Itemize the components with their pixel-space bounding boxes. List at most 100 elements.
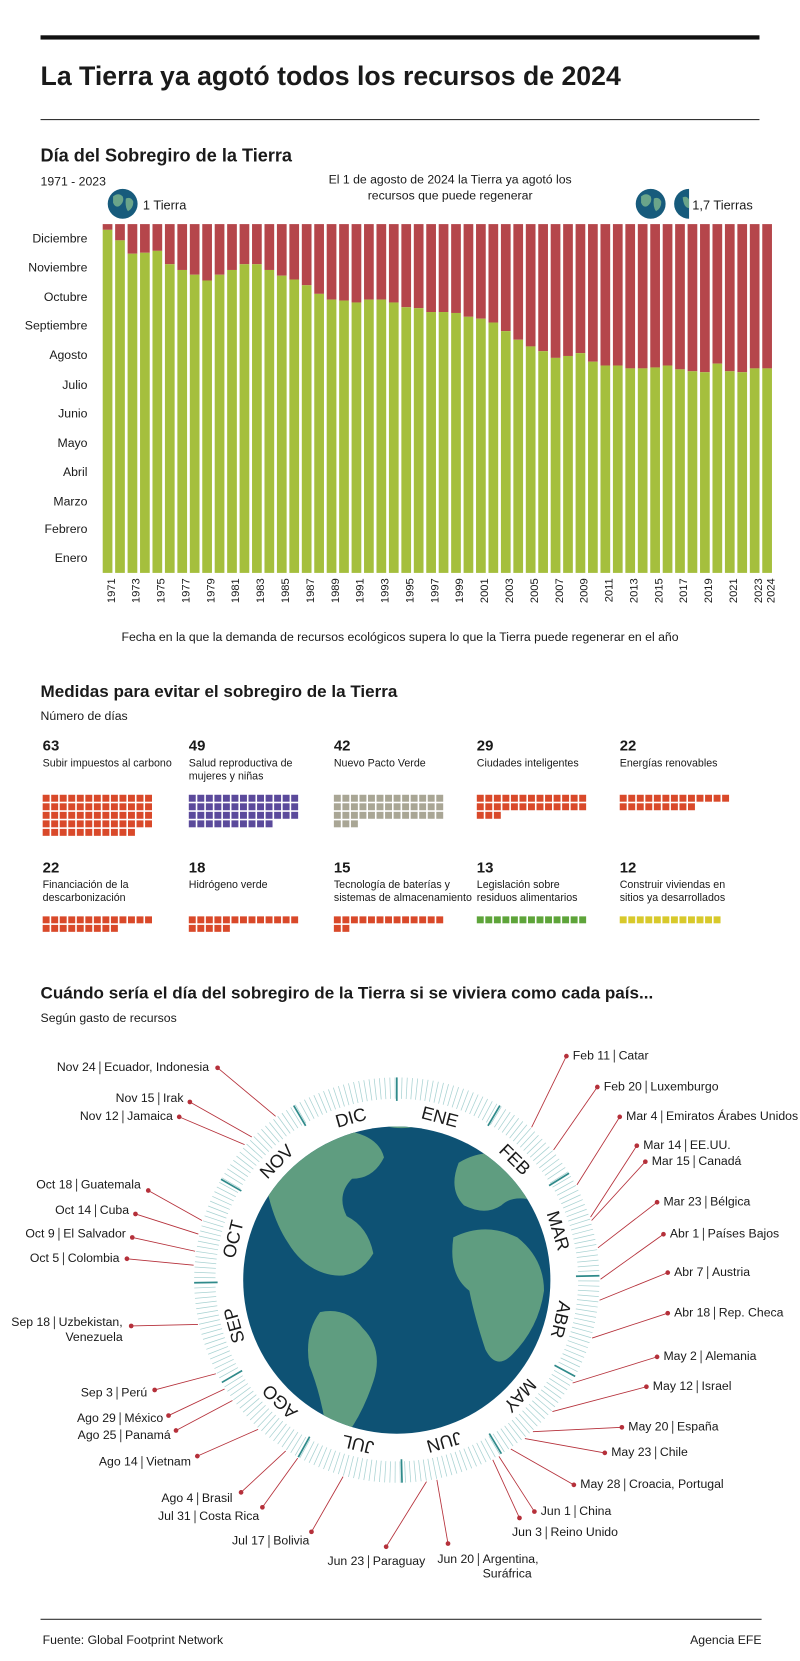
- ring-tick: [519, 1131, 536, 1148]
- ring-tick: [547, 1167, 566, 1180]
- year-bar: [351, 224, 362, 303]
- ring-tick: [577, 1299, 599, 1303]
- country-label: Costa Rica: [199, 1509, 259, 1523]
- ring-tick: [219, 1181, 239, 1193]
- ring-tick: [214, 1191, 234, 1202]
- waffle-cell: [205, 794, 213, 802]
- year-bar: [662, 224, 673, 366]
- measure-label: residuos alimentarios: [477, 892, 578, 904]
- bar: [413, 308, 424, 573]
- waffle-cell: [359, 803, 367, 811]
- waffle-cell: [42, 924, 50, 932]
- waffle-cell: [282, 916, 290, 924]
- y-tick-label: Mayo: [57, 436, 87, 450]
- ring-tick: [543, 1385, 562, 1399]
- waffle-cell: [385, 916, 392, 924]
- ring-tick: [577, 1294, 599, 1298]
- waffle-cell: [214, 924, 222, 932]
- ring-tick: [522, 1410, 538, 1427]
- ring-tick: [202, 1220, 224, 1228]
- page-title: La Tierra ya agotó todos los recursos de…: [41, 61, 621, 91]
- waffle-cell: [696, 794, 704, 802]
- bar: [214, 274, 225, 573]
- waffle-cell: [410, 803, 418, 811]
- ring-tick: [277, 1115, 291, 1134]
- leader-dot: [133, 1211, 138, 1217]
- waffle-cell: [342, 916, 350, 924]
- date-label: Jun 3: [512, 1525, 542, 1539]
- waffle-cell: [385, 811, 392, 819]
- waffle-cell: [119, 916, 127, 924]
- bar: [575, 353, 586, 573]
- bar: [525, 346, 536, 573]
- waffle-cell: [51, 828, 59, 836]
- year-bar: [451, 224, 461, 313]
- leader-line: [553, 1086, 598, 1151]
- waffle-cell: [59, 811, 67, 819]
- date-label: Nov 24: [57, 1060, 96, 1074]
- ring-tick: [236, 1155, 254, 1170]
- ring-tick: [294, 1104, 307, 1124]
- ring-tick: [257, 1411, 273, 1428]
- ring-tick: [196, 1251, 218, 1255]
- x-tick-label: 2013: [628, 578, 640, 603]
- leader-line: [492, 1459, 520, 1519]
- ring-tick: [574, 1313, 597, 1318]
- waffle-cell: [145, 803, 152, 811]
- date-label: Oct 18: [36, 1177, 72, 1191]
- ring-tick: [496, 1431, 510, 1450]
- country-label: Venezuela: [65, 1330, 122, 1344]
- leader-dot: [665, 1310, 671, 1316]
- ring-tick: [445, 1454, 453, 1476]
- month-label: DIC: [333, 1104, 368, 1132]
- waffle-cell: [128, 803, 135, 811]
- ring-tick: [368, 1459, 373, 1481]
- ring-tick: [246, 1143, 263, 1159]
- waffle-cell: [85, 916, 93, 924]
- date-label: May 23: [611, 1445, 651, 1459]
- ring-tick: [567, 1340, 588, 1349]
- waffle-cell: [119, 803, 127, 811]
- waffle-cell: [628, 803, 636, 811]
- waffle-cell: [240, 820, 247, 828]
- waffle-cell: [102, 820, 110, 828]
- ring-tick: [323, 1449, 332, 1470]
- ring-tick: [422, 1459, 427, 1481]
- waffle-cell: [145, 820, 152, 828]
- y-tick-label: Marzo: [53, 494, 87, 508]
- waffle-cell: [214, 794, 222, 802]
- waffle-cell: [291, 916, 299, 924]
- ring-tick: [299, 1439, 311, 1459]
- waffle-cell: [350, 794, 358, 802]
- year-bar: [637, 224, 648, 369]
- leader-line: [532, 1426, 622, 1433]
- waffle-cell: [713, 794, 721, 802]
- waffle-cell: [274, 803, 282, 811]
- ring-tick: [200, 1230, 221, 1237]
- leader-dot: [215, 1065, 220, 1071]
- bar: [289, 279, 300, 573]
- country-label: Rep. Checa: [719, 1305, 784, 1319]
- waffle-cell: [536, 803, 544, 811]
- bar: [563, 355, 573, 573]
- country-label: Colombia: [68, 1251, 120, 1265]
- bar: [712, 363, 723, 573]
- leader-line: [591, 1161, 646, 1221]
- waffle-cell: [231, 803, 239, 811]
- ring-tick: [224, 1172, 243, 1185]
- waffle-cell: [102, 916, 110, 924]
- waffle-cell: [110, 803, 118, 811]
- chart-subtitle: Número de días: [41, 709, 128, 723]
- ring-tick: [201, 1225, 223, 1232]
- ring-tick: [230, 1383, 249, 1396]
- ring-tick: [546, 1381, 565, 1395]
- year-bar: [413, 224, 424, 309]
- ring-tick: [363, 1080, 368, 1102]
- leader-line: [600, 1233, 664, 1280]
- ring-tick: [575, 1244, 597, 1249]
- ring-tick: [553, 1369, 573, 1382]
- ring-tick: [290, 1434, 303, 1453]
- x-tick-label: 2005: [529, 578, 541, 603]
- waffle-cell: [333, 820, 341, 828]
- bar: [538, 351, 548, 573]
